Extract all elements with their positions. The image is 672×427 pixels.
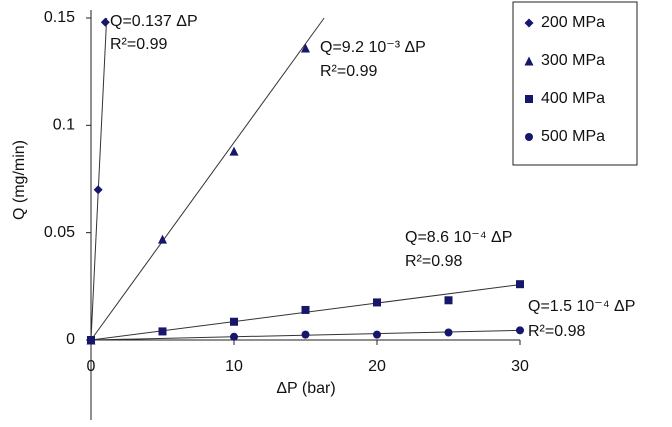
- y-tick-label: 0.05: [44, 224, 75, 241]
- legend-label: 400 MPa: [541, 90, 605, 107]
- legend-label: 500 MPa: [541, 128, 605, 145]
- fit-equation: Q=9.2 10⁻³ ΔP: [320, 39, 426, 56]
- legend-box: [512, 1, 638, 166]
- y-tick-label: 0.1: [53, 117, 75, 134]
- point: [301, 305, 310, 314]
- legend-label: 300 MPa: [541, 52, 605, 69]
- legend-marker: [524, 56, 534, 66]
- point: [516, 326, 524, 335]
- point: [158, 327, 167, 336]
- point: [301, 330, 310, 339]
- y-tick-label: 0.15: [44, 9, 75, 26]
- point: [516, 280, 524, 289]
- point: [301, 43, 310, 53]
- fit-r2: R²=0.99: [110, 36, 167, 53]
- point: [229, 146, 239, 156]
- legend-marker: [525, 133, 533, 141]
- x-tick-label: 0: [87, 358, 96, 375]
- point: [158, 234, 167, 244]
- fit-r2: R²=0.98: [405, 253, 462, 270]
- point: [373, 330, 381, 339]
- point: [444, 296, 453, 305]
- legend-marker: [524, 18, 534, 28]
- y-tick-label: 0: [66, 331, 75, 348]
- point: [373, 298, 381, 307]
- legend-label: 200 MPa: [541, 14, 605, 31]
- legend-marker: [525, 95, 533, 103]
- point: [444, 328, 453, 337]
- fit-equation: Q=0.137 ΔP: [110, 13, 198, 30]
- x-tick-label: 30: [511, 358, 529, 375]
- y-axis-label: Q (mg/min): [11, 140, 28, 220]
- fit-equation: Q=8.6 10⁻⁴ ΔP: [405, 229, 512, 246]
- x-axis-label: ΔP (bar): [276, 380, 335, 397]
- point: [100, 17, 110, 27]
- x-tick-label: 20: [368, 358, 386, 375]
- fit-r2: R²=0.99: [320, 63, 377, 80]
- point: [87, 336, 95, 344]
- fit-line: [90, 17, 108, 341]
- fit-r2: R²=0.98: [528, 323, 585, 340]
- fit-equation: Q=1.5 10⁻⁴ ΔP: [528, 298, 635, 315]
- point: [230, 332, 238, 341]
- x-tick-label: 10: [225, 358, 243, 375]
- fit-line: [90, 17, 325, 341]
- point: [230, 317, 238, 326]
- point: [93, 185, 103, 195]
